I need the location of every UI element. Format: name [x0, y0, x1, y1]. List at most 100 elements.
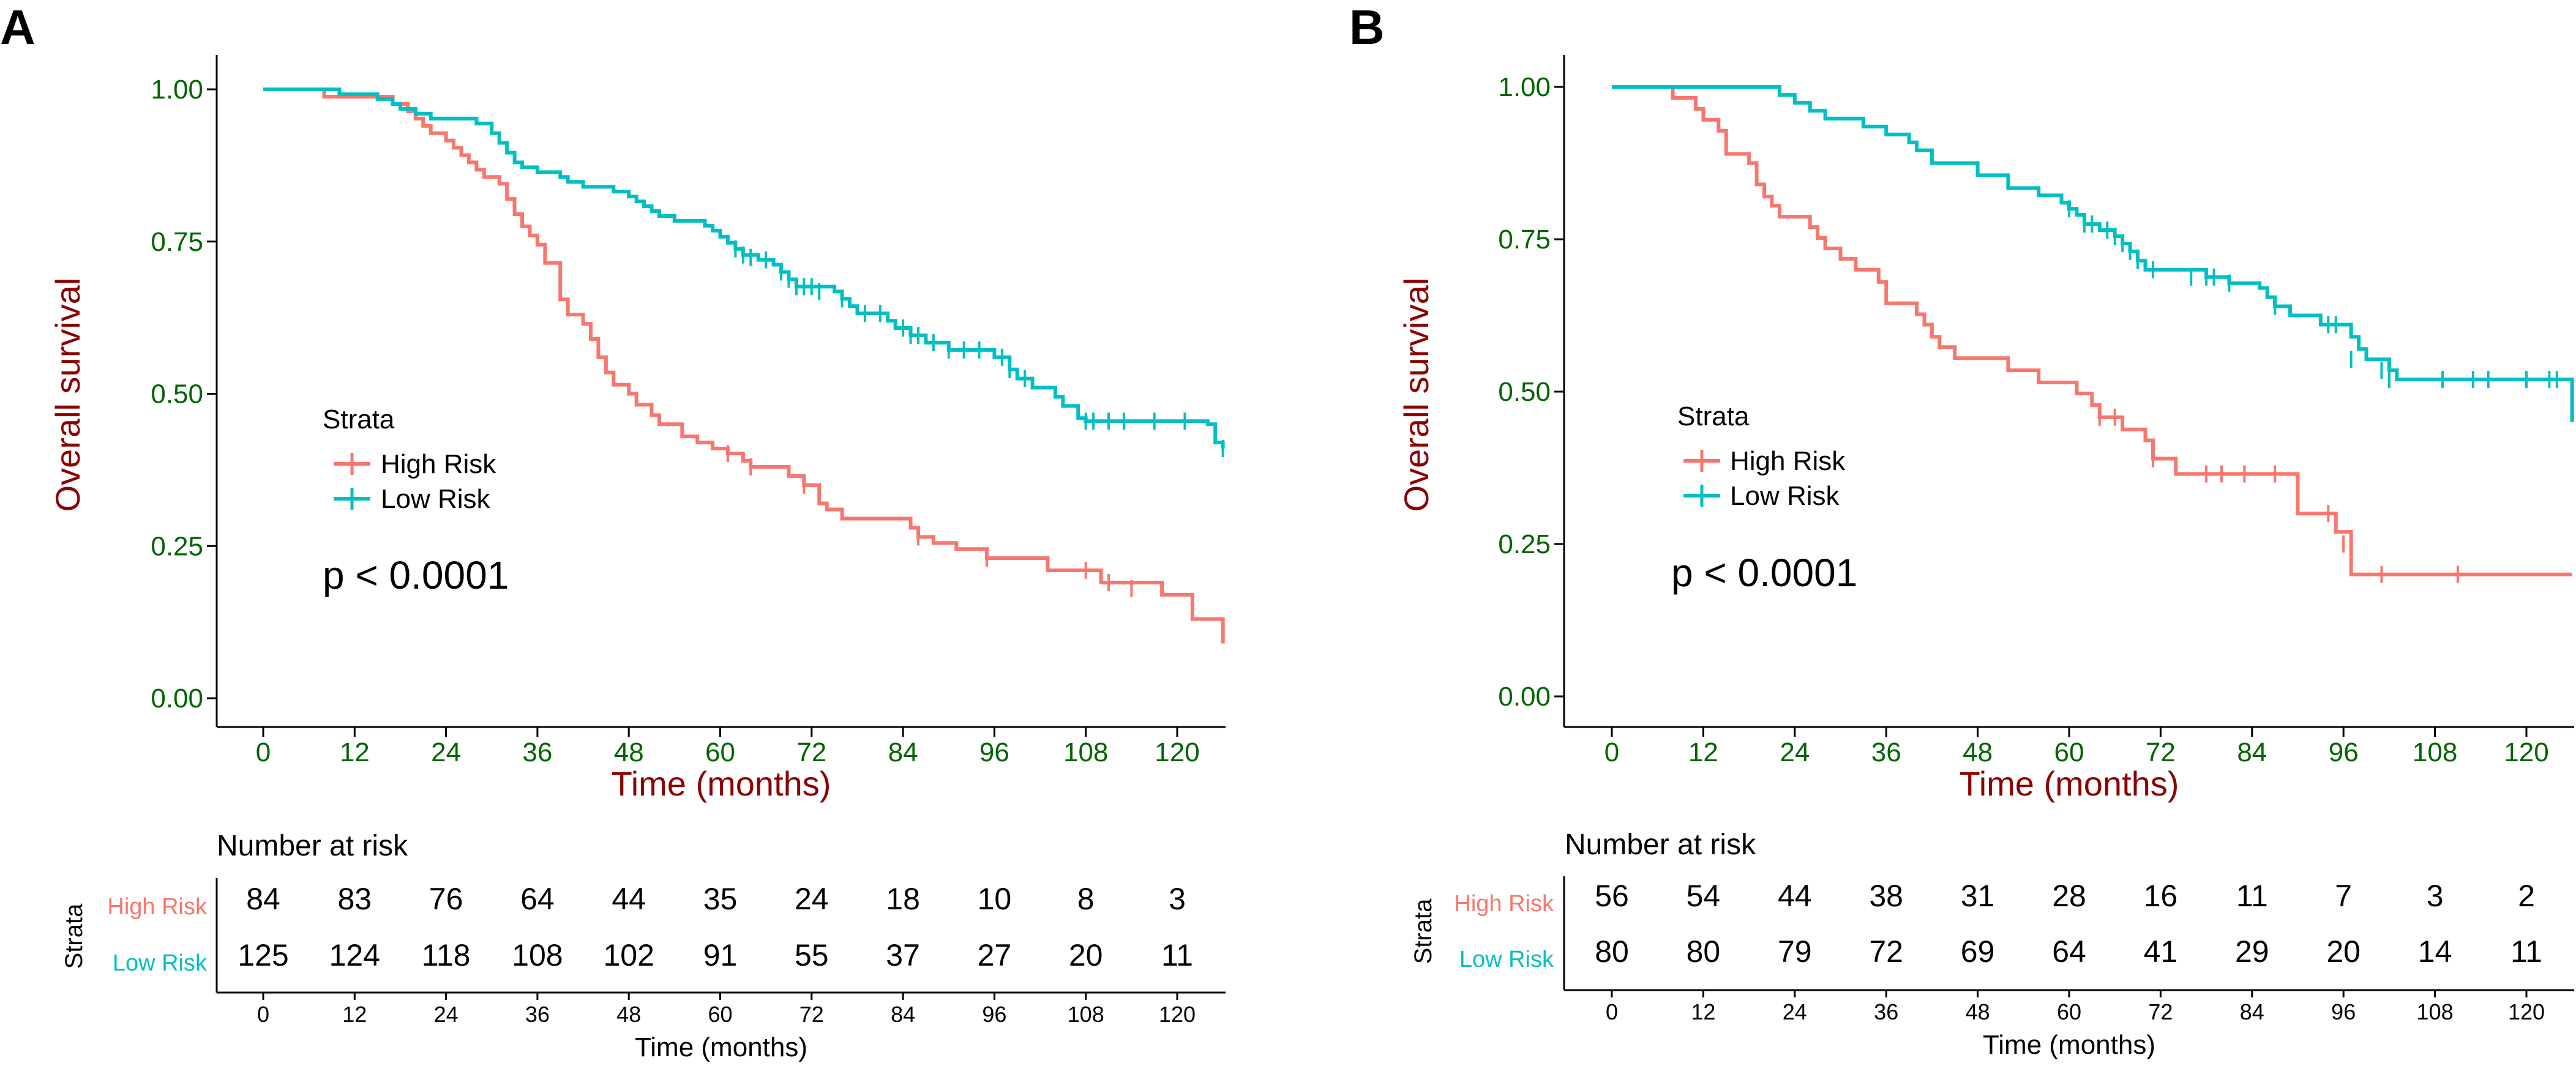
y-axis: 0.00 0.25 0.50 0.75 1.00: [151, 75, 217, 714]
risk-x-tick-label: 120: [1159, 1002, 1196, 1027]
risk-x-tick-label: 24: [1783, 999, 1807, 1024]
risk-count: 11: [1161, 938, 1193, 972]
risk-x-tick-label: 36: [525, 1002, 550, 1027]
risk-count: 2: [2518, 879, 2535, 913]
risk-count: 102: [603, 938, 654, 972]
panel-label: A: [0, 0, 36, 54]
risk-x-tick-label: 108: [1068, 1002, 1104, 1027]
legend-item-high: High Risk: [1730, 446, 1846, 476]
risk-table-x-title: Time (months): [635, 1032, 807, 1062]
y-tick-label: 0.50: [151, 379, 203, 409]
x-tick-label: 96: [979, 737, 1009, 767]
risk-table-strata-label: Strata: [61, 903, 88, 969]
risk-count: 79: [1778, 934, 1812, 969]
risk-count: 11: [2236, 879, 2268, 913]
risk-count: 18: [886, 882, 920, 916]
risk-count: 44: [612, 882, 646, 916]
y-tick-label: 0.00: [1498, 682, 1551, 712]
x-tick-label: 0: [256, 737, 271, 767]
risk-count: 44: [1778, 879, 1812, 913]
risk-table-x-axis: 0 12 24 36 48 60 72 84 96 108 120: [257, 993, 1196, 1027]
y-tick-label: 1.00: [151, 75, 203, 105]
x-tick-label: 12: [1688, 737, 1718, 767]
panel-label: B: [1349, 0, 1385, 54]
legend: Strata High Risk Low Risk: [1677, 401, 1846, 511]
x-tick-label: 60: [705, 737, 735, 767]
risk-count: 125: [238, 938, 288, 972]
survival-curve-low-risk: [263, 88, 1225, 449]
x-tick-label: 84: [2237, 737, 2267, 767]
y-tick-label: 0.75: [1498, 225, 1551, 255]
x-tick-label: 24: [1780, 737, 1810, 767]
risk-x-tick-label: 60: [708, 1002, 732, 1027]
risk-count: 20: [2326, 934, 2361, 969]
x-tick-label: 72: [796, 737, 826, 767]
risk-table-strata-label: Strata: [1410, 898, 1437, 964]
y-tick-label: 0.50: [1498, 377, 1551, 407]
risk-count: 64: [2052, 934, 2086, 969]
x-tick-label: 0: [1604, 737, 1619, 767]
risk-count: 124: [329, 938, 380, 972]
risk-count: 24: [795, 882, 829, 916]
y-axis-title: Overall survival: [48, 278, 87, 512]
risk-count: 16: [2144, 879, 2178, 913]
risk-x-tick-label: 24: [434, 1002, 459, 1027]
risk-count: 3: [2427, 879, 2444, 913]
risk-count: 118: [422, 938, 471, 972]
risk-count: 91: [703, 938, 738, 972]
p-value-annotation: p < 0.0001: [323, 553, 509, 597]
legend: Strata High Risk Low Risk: [323, 404, 496, 514]
risk-x-tick-label: 84: [891, 1002, 915, 1027]
x-tick-label: 36: [1871, 737, 1901, 767]
risk-x-tick-label: 12: [342, 1002, 367, 1027]
x-tick-label: 84: [888, 737, 918, 767]
risk-row-label-high: High Risk: [107, 894, 208, 920]
risk-table-title: Number at risk: [217, 830, 408, 862]
x-tick-label: 24: [431, 737, 461, 767]
risk-x-tick-label: 0: [257, 1002, 269, 1027]
risk-x-tick-label: 60: [2057, 999, 2081, 1024]
panel-a: A Overall survival Time (months) Strata …: [0, 0, 1226, 1062]
survival-curve-low-risk: [1612, 85, 2574, 422]
risk-row-label-low: Low Risk: [1459, 947, 1554, 972]
risk-count: 8: [1077, 882, 1095, 916]
risk-x-tick-label: 72: [2148, 999, 2173, 1024]
risk-count: 37: [886, 938, 920, 972]
y-tick-label: 0.75: [151, 227, 203, 257]
risk-count: 80: [1595, 934, 1629, 969]
survival-curves: [263, 88, 1225, 644]
y-axis: 0.00 0.25 0.50 0.75 1.00: [1498, 72, 1564, 712]
risk-x-tick-label: 36: [1874, 999, 1898, 1024]
risk-x-tick-label: 96: [982, 1002, 1006, 1027]
risk-table-x-axis: 0 12 24 36 48 60 72 84 96 108 120: [1606, 990, 2545, 1024]
x-tick-label: 60: [2054, 737, 2084, 767]
legend-item-low: Low Risk: [381, 484, 490, 514]
x-tick-label: 12: [340, 737, 370, 767]
risk-count: 83: [337, 882, 372, 916]
y-tick-label: 0.00: [151, 684, 203, 714]
legend-item-low: Low Risk: [1730, 481, 1840, 511]
risk-row-label-low: Low Risk: [113, 950, 208, 976]
risk-count: 64: [520, 882, 555, 916]
x-tick-label: 72: [2146, 737, 2176, 767]
risk-table-x-title: Time (months): [1983, 1030, 2155, 1060]
x-tick-label: 108: [1063, 737, 1108, 767]
x-tick-label: 48: [1963, 737, 1993, 767]
x-tick-label: 120: [2504, 737, 2548, 767]
x-tick-label: 36: [522, 737, 552, 767]
risk-count: 56: [1595, 879, 1629, 913]
x-tick-label: 108: [2413, 737, 2457, 767]
x-axis: 0 12 24 36 48 60 72 84 96 108 120: [256, 727, 1200, 767]
risk-count: 84: [246, 882, 280, 916]
risk-x-tick-label: 108: [2417, 999, 2454, 1024]
risk-count: 27: [978, 938, 1012, 972]
x-axis: 0 12 24 36 48 60 72 84 96 108 120: [1604, 727, 2549, 767]
risk-table: Number at risk Strata High Risk Low Risk…: [1410, 829, 2574, 1060]
x-tick-label: 96: [2329, 737, 2359, 767]
survival-curves: [1612, 85, 2574, 583]
risk-count: 28: [2052, 879, 2086, 913]
risk-count: 54: [1687, 879, 1721, 913]
risk-x-tick-label: 48: [616, 1002, 641, 1027]
survival-curve-high-risk: [263, 88, 1225, 644]
